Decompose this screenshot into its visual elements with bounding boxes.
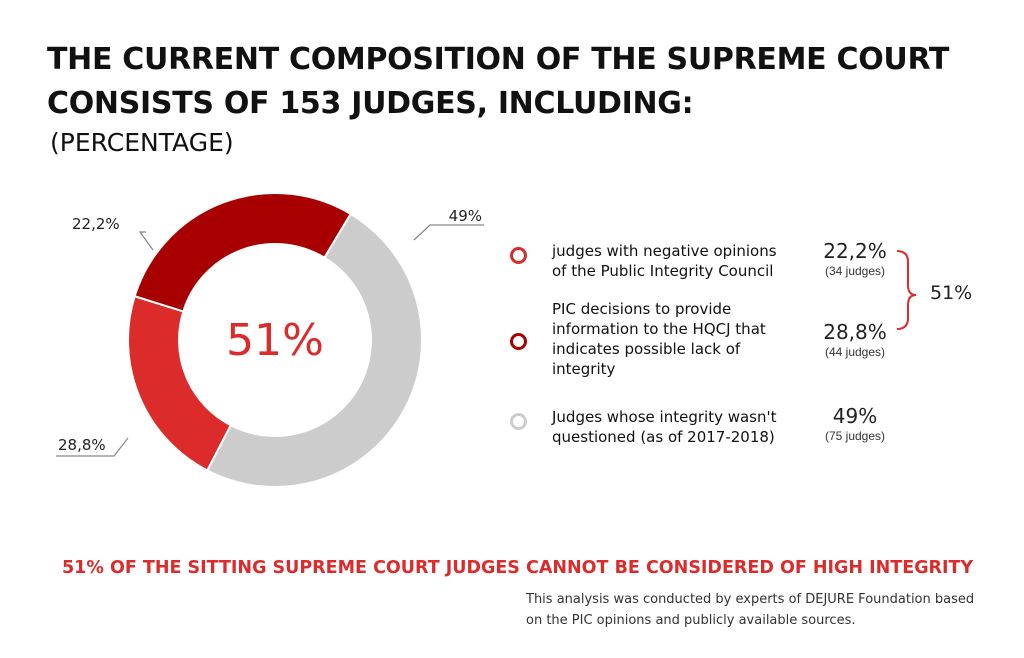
legend-text-line: questioned (as of 2017-2018) (552, 428, 775, 446)
data-label-not-questioned: 49% (449, 207, 482, 225)
legend-item-pic-decisions: PIC decisions to provide information to … (510, 299, 766, 379)
conclusion-text: 51% OF THE SITTING SUPREME COURT JUDGES … (62, 558, 974, 578)
slice-not-questioned (206, 212, 424, 489)
value-negative-opinions: 22,2% (34 judges) (800, 239, 910, 278)
value-not-questioned: 49% (75 judges) (800, 404, 910, 443)
legend-item-negative-opinions: judges with negative opinions of the Pub… (510, 241, 777, 281)
source-line: This analysis was conducted by experts o… (526, 592, 975, 607)
leader-line (56, 437, 129, 457)
title-line-2: CONSISTS OF 153 JUDGES, INCLUDING: (47, 86, 694, 121)
legend-marker-negative-opinions (510, 247, 527, 264)
slice-pic-decisions (133, 192, 353, 313)
leader-line (413, 224, 484, 241)
value-count: (44 judges) (824, 345, 886, 359)
source-note: This analysis was conducted by experts o… (526, 589, 986, 631)
chart-title: THE CURRENT COMPOSITION OF THE SUPREME C… (47, 38, 1007, 126)
value-pic-decisions: 28,8% (44 judges) (800, 320, 910, 359)
source-line: on the PIC opinions and publicly availab… (526, 613, 856, 628)
legend-text-line: of the Public Integrity Council (552, 262, 774, 280)
value-percent: 49% (832, 404, 878, 428)
value-percent: 28,8% (823, 320, 887, 344)
slice-negative-opinions (127, 294, 233, 472)
legend-marker-not-questioned (510, 413, 527, 430)
legend-item-not-questioned: Judges whose integrity wasn't questioned… (510, 407, 777, 447)
chart-subtitle: (PERCENTAGE) (50, 128, 234, 157)
leader-line (138, 231, 154, 251)
value-count: (75 judges) (824, 429, 886, 443)
legend-text-line: indicates possible lack of (552, 340, 741, 358)
data-label-negative-opinions: 22,2% (72, 215, 120, 233)
value-percent: 22,2% (823, 239, 887, 263)
legend-text-line: Judges whose integrity wasn't (552, 408, 777, 426)
bracket-total: 51% (930, 282, 973, 304)
legend-text-line: integrity (552, 360, 616, 378)
center-label: 51% (226, 315, 324, 366)
grouping-bracket (896, 250, 917, 330)
legend-text-line: PIC decisions to provide (552, 300, 732, 318)
value-count: (34 judges) (824, 264, 886, 278)
title-line-1: THE CURRENT COMPOSITION OF THE SUPREME C… (47, 42, 950, 77)
legend-text-line: judges with negative opinions (552, 242, 777, 260)
data-label-pic-decisions: 28,8% (58, 436, 106, 454)
legend-marker-pic-decisions (510, 333, 527, 350)
legend-text-line: information to the HQCJ that (552, 320, 766, 338)
